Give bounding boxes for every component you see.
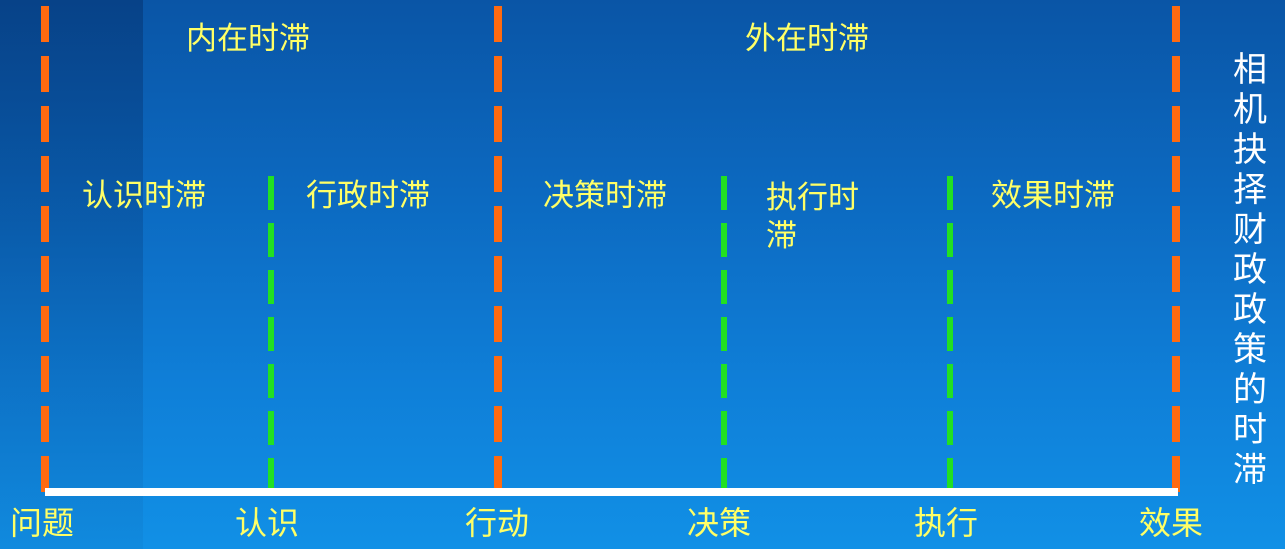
administrative-lag-label: 行政时滞 [306,178,430,214]
decision-lag-label: 决策时滞 [543,178,667,214]
side-title: 相机抉择财政政策的时滞 [1233,50,1267,490]
left-shade [0,0,143,549]
divider-action [494,6,502,492]
axis-label-recognize: 认识 [235,504,300,542]
recognition-lag-label: 认识时滞 [82,178,206,214]
divider-decide [721,176,727,492]
effect-lag-label: 效果时滞 [991,178,1115,214]
timeline-axis [45,488,1178,496]
execution-lag-label: 执行时滞 [766,180,859,254]
divider-effect [1172,6,1180,492]
axis-label-problem: 问题 [10,504,75,542]
divider-recognize [268,176,274,492]
axis-label-effect: 效果 [1139,504,1204,542]
internal-lag-label: 内在时滞 [186,21,310,57]
axis-label-decide: 决策 [687,504,752,542]
divider-execute [947,176,953,492]
axis-label-execute: 执行 [914,504,979,542]
divider-problem [41,6,49,492]
axis-label-action: 行动 [465,504,530,542]
external-lag-label: 外在时滞 [745,21,869,57]
